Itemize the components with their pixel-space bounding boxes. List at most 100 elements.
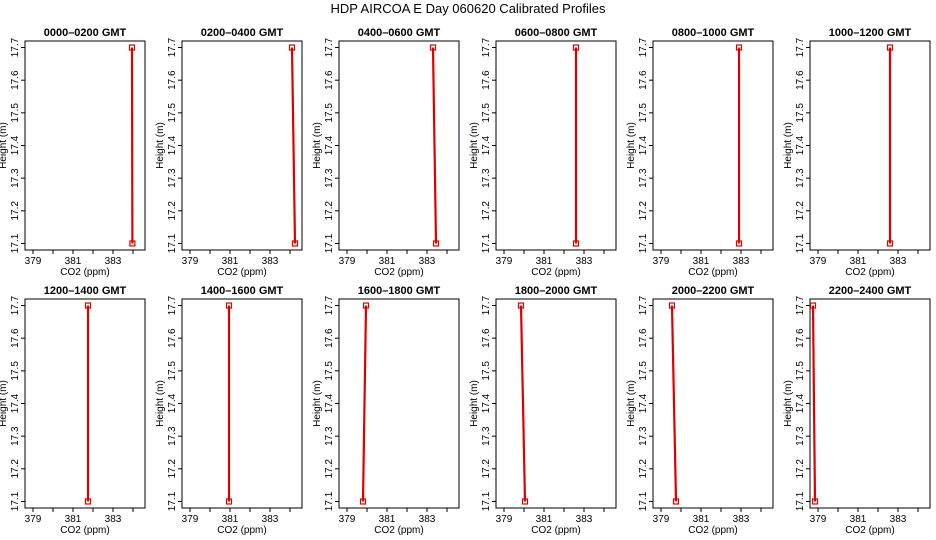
- profile-point-top: [362, 302, 370, 309]
- panel-title: 1000–1200 GMT: [829, 27, 912, 39]
- y-tick-label: 17.2: [167, 459, 178, 479]
- y-tick-label: 17.5: [167, 361, 178, 381]
- profile-line: [431, 47, 438, 244]
- y-tick-label: 17.4: [324, 393, 335, 413]
- y-tick-label: 17.2: [167, 201, 178, 221]
- y-tick-label: 17.1: [481, 491, 492, 511]
- y-tick-label: 17.2: [638, 201, 649, 221]
- x-tick-label: 381: [65, 514, 82, 525]
- x-tick-label: 379: [496, 514, 513, 525]
- x-tick-label: 379: [496, 256, 513, 267]
- profile-point-top: [886, 44, 894, 51]
- y-axis-label: Height (m): [626, 122, 637, 169]
- profile-point-bottom: [129, 240, 136, 247]
- x-tick-label: 383: [262, 256, 279, 267]
- plot-frame: [495, 298, 617, 509]
- profile-point-bottom: [886, 240, 894, 247]
- profile-point-bottom: [811, 498, 819, 505]
- x-tick-label: 383: [262, 514, 279, 525]
- x-tick-label: 379: [25, 256, 42, 267]
- panel-title: 2000–2200 GMT: [672, 285, 755, 297]
- x-tick-label: 381: [850, 514, 867, 525]
- y-tick-label: 17.4: [795, 393, 806, 413]
- panel-title: 1400–1600 GMT: [201, 285, 284, 297]
- profile-point-top: [809, 302, 817, 309]
- y-tick-label: 17.5: [10, 103, 21, 123]
- y-tick-label: 17.1: [167, 233, 178, 253]
- y-tick-label: 17.3: [481, 426, 492, 446]
- y-tick-label: 17.7: [167, 295, 178, 315]
- profile-point-bottom: [225, 498, 233, 505]
- x-tick-label: 383: [733, 514, 750, 525]
- profile-point-bottom: [735, 240, 743, 247]
- x-axis-label: CO2 (ppm): [60, 267, 109, 278]
- profile-point-bottom: [572, 240, 580, 247]
- x-tick-label: 381: [850, 256, 867, 267]
- panel-title: 0200–0400 GMT: [201, 27, 284, 39]
- profile-line: [670, 305, 678, 502]
- y-tick-label: 17.5: [481, 103, 492, 123]
- y-tick-label: 17.3: [10, 168, 21, 188]
- x-axis-label: CO2 (ppm): [60, 525, 109, 536]
- y-tick-label: 17.4: [481, 135, 492, 155]
- x-tick-label: 383: [576, 256, 593, 267]
- y-tick-label: 17.2: [481, 459, 492, 479]
- y-tick-label: 17.2: [324, 459, 335, 479]
- profile-point-top: [288, 44, 296, 51]
- y-tick-label: 17.4: [481, 393, 492, 413]
- x-axis-label: CO2 (ppm): [217, 525, 266, 536]
- y-tick-label: 17.7: [10, 295, 21, 315]
- panel-title: 0400–0600 GMT: [358, 27, 441, 39]
- x-tick-label: 383: [419, 514, 436, 525]
- y-tick-label: 17.3: [167, 426, 178, 446]
- panel-title: 0600–0800 GMT: [515, 27, 598, 39]
- y-tick-label: 17.2: [10, 201, 21, 221]
- y-tick-label: 17.5: [795, 103, 806, 123]
- y-axis-label: Height (m): [155, 380, 166, 427]
- y-tick-label: 17.6: [481, 70, 492, 90]
- x-tick-label: 381: [65, 256, 82, 267]
- plot-frame: [181, 40, 303, 251]
- y-tick-label: 17.7: [638, 37, 649, 57]
- y-tick-label: 17.7: [795, 295, 806, 315]
- y-tick-label: 17.4: [638, 135, 649, 155]
- y-tick-label: 17.7: [481, 37, 492, 57]
- y-tick-label: 17.2: [324, 201, 335, 221]
- y-tick-label: 17.7: [167, 37, 178, 57]
- y-tick-label: 17.1: [167, 491, 178, 511]
- x-tick-label: 379: [810, 514, 827, 525]
- y-tick-label: 17.1: [481, 233, 492, 253]
- y-tick-label: 17.6: [481, 328, 492, 348]
- y-tick-label: 17.1: [638, 233, 649, 253]
- y-tick-label: 17.4: [167, 393, 178, 413]
- profile-line: [519, 305, 527, 502]
- x-tick-label: 383: [105, 514, 122, 525]
- y-tick-label: 17.6: [638, 328, 649, 348]
- y-tick-label: 17.7: [795, 37, 806, 57]
- panel-title: 1600–1800 GMT: [358, 285, 441, 297]
- y-tick-label: 17.2: [795, 201, 806, 221]
- y-tick-label: 17.6: [324, 70, 335, 90]
- x-tick-label: 379: [182, 514, 199, 525]
- y-tick-label: 17.3: [795, 168, 806, 188]
- y-tick-label: 17.5: [10, 361, 21, 381]
- y-tick-label: 17.4: [638, 393, 649, 413]
- x-tick-label: 381: [222, 256, 239, 267]
- y-axis-label: Height (m): [469, 122, 480, 169]
- y-tick-label: 17.2: [638, 459, 649, 479]
- x-axis-label: CO2 (ppm): [374, 525, 423, 536]
- profile-line: [290, 47, 297, 244]
- y-tick-label: 17.3: [795, 426, 806, 446]
- y-tick-label: 17.3: [638, 168, 649, 188]
- x-tick-label: 379: [653, 256, 670, 267]
- y-tick-label: 17.3: [324, 426, 335, 446]
- y-tick-label: 17.4: [10, 393, 21, 413]
- profile-point-top: [429, 44, 437, 51]
- x-tick-label: 379: [182, 256, 199, 267]
